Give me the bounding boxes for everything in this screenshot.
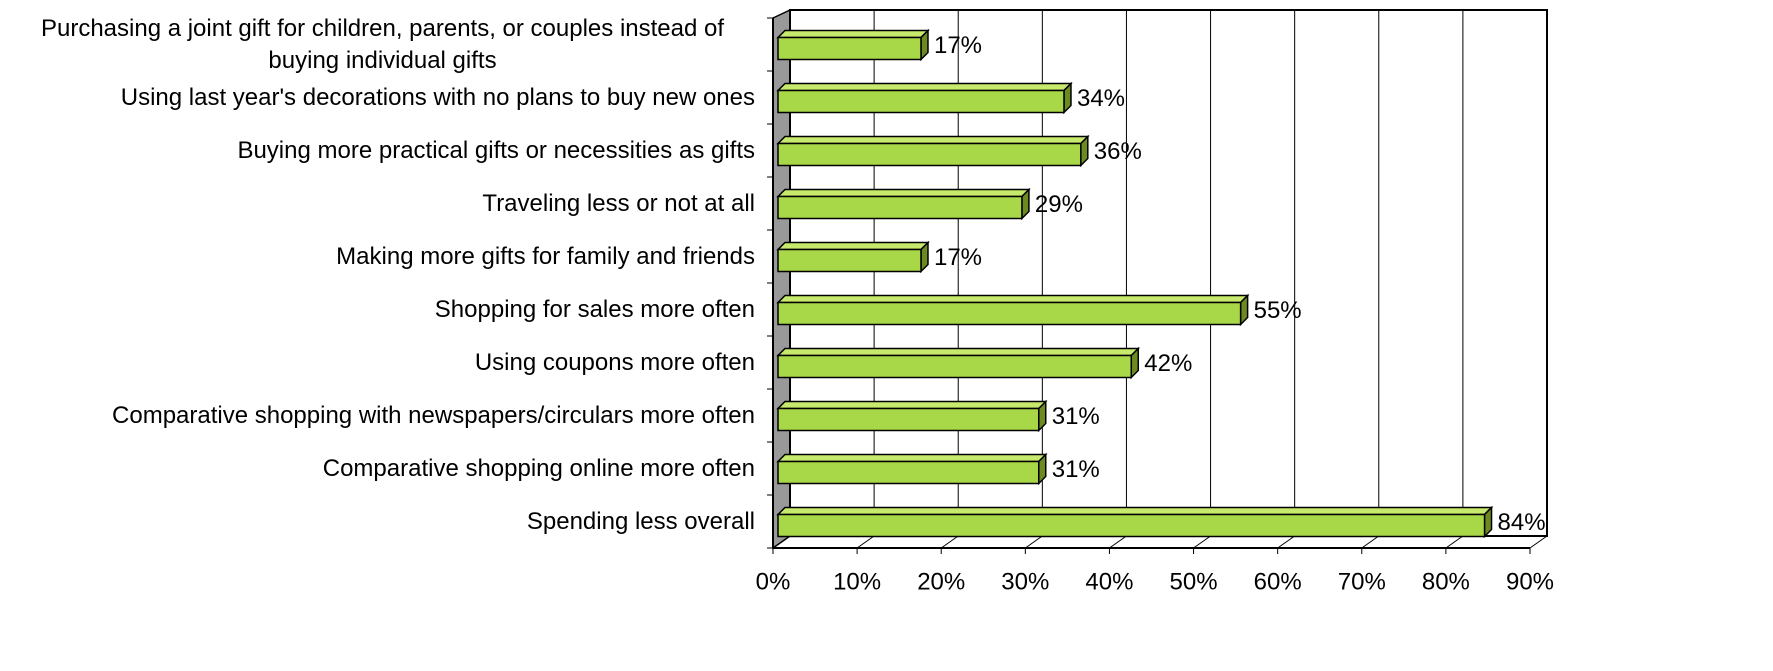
y-tick-label: Spending less overall: [526, 507, 755, 535]
bar: [777, 354, 1133, 379]
bar: [777, 195, 1023, 220]
x-tick-label: 90%: [1506, 568, 1554, 595]
y-tick-label: Traveling less or not at all: [482, 189, 755, 217]
bar: [777, 301, 1242, 326]
data-label: 84%: [1498, 509, 1546, 536]
data-label: 17%: [934, 32, 982, 59]
bar-top: [776, 241, 930, 251]
floor-grid-line: [772, 535, 791, 549]
x-tick-label: 50%: [1170, 568, 1218, 595]
y-tick-label: Making more gifts for family and friends: [336, 242, 755, 270]
bar-top: [776, 453, 1048, 463]
bar-top: [776, 135, 1090, 145]
bar-top: [776, 188, 1031, 198]
x-tick-label: 30%: [1001, 568, 1049, 595]
floor-grid-line: [940, 535, 959, 549]
floor-grid-line: [1193, 535, 1211, 549]
x-tick-label: 20%: [917, 568, 965, 595]
data-label: 31%: [1052, 403, 1100, 430]
bar: [777, 248, 922, 273]
y-tick-label: Comparative shopping with newspapers/cir…: [112, 401, 755, 429]
data-label: 42%: [1144, 350, 1192, 377]
x-tick-label: 70%: [1338, 568, 1386, 595]
bar-top: [776, 347, 1141, 357]
floor-grid-line: [856, 535, 875, 549]
x-tick-label: 10%: [833, 568, 881, 595]
x-tick-label: 80%: [1422, 568, 1470, 595]
data-label: 17%: [934, 244, 982, 271]
bar: [777, 407, 1040, 432]
bar: [777, 142, 1082, 167]
y-tick-label: Shopping for sales more often: [434, 295, 755, 323]
bar-top: [776, 29, 930, 39]
bar: [777, 513, 1486, 538]
bar-top: [776, 82, 1073, 92]
floor-grid-line: [1109, 535, 1127, 549]
data-label: 31%: [1052, 456, 1100, 483]
floor-grid-line: [1529, 535, 1548, 549]
floor-grid-line: [1025, 535, 1043, 549]
data-label: 29%: [1035, 191, 1083, 218]
y-tick-label: Using coupons more often: [474, 348, 755, 376]
y-tick-label: Purchasing a joint gift for children, pa…: [40, 14, 725, 74]
data-label: 34%: [1077, 85, 1125, 112]
x-tick-label: 0%: [756, 568, 791, 595]
x-tick-label: 40%: [1085, 568, 1133, 595]
floor-grid-line: [1445, 535, 1464, 549]
bar: [777, 36, 922, 61]
data-label: 55%: [1254, 297, 1302, 324]
y-tick-label: Using last year's decorations with no pl…: [120, 83, 755, 111]
y-tick-label: Buying more practical gifts or necessiti…: [237, 136, 755, 164]
x-tick-label: 60%: [1254, 568, 1302, 595]
bar-top: [776, 400, 1048, 410]
floor-grid-line: [1361, 535, 1380, 549]
floor-grid-line: [1277, 535, 1295, 549]
bar-top: [776, 294, 1250, 304]
bar: [777, 460, 1040, 485]
bar: [777, 89, 1065, 114]
bar-top: [776, 506, 1494, 516]
data-label: 36%: [1094, 138, 1142, 165]
y-tick-label: Comparative shopping online more often: [322, 454, 755, 482]
